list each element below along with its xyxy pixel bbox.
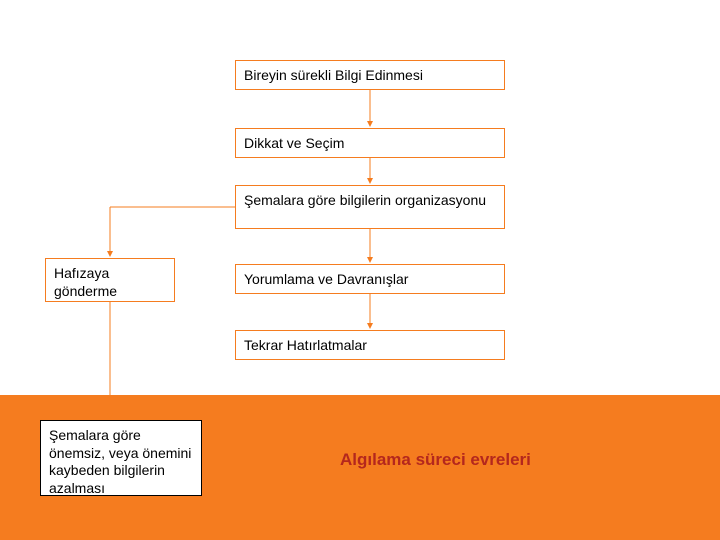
node-label: Bireyin sürekli Bilgi Edinmesi xyxy=(244,67,423,83)
diagram-caption: Algılama süreci evreleri xyxy=(340,450,531,470)
caption-text: Algılama süreci evreleri xyxy=(340,450,531,469)
node-label: Tekrar Hatırlatmalar xyxy=(244,337,367,353)
node-info-reduction: Şemalara göre önemsiz, veya önemini kayb… xyxy=(40,420,202,496)
node-send-to-memory: Hafızaya gönderme xyxy=(45,258,175,302)
node-schema-org: Şemalara göre bilgilerin organizasyonu xyxy=(235,185,505,229)
node-label: Şemalara göre bilgilerin organizasyonu xyxy=(244,192,486,208)
node-acquire-info: Bireyin sürekli Bilgi Edinmesi xyxy=(235,60,505,90)
node-label: Dikkat ve Seçim xyxy=(244,135,344,151)
node-attention-select: Dikkat ve Seçim xyxy=(235,128,505,158)
node-reminders: Tekrar Hatırlatmalar xyxy=(235,330,505,360)
node-label: Şemalara göre önemsiz, veya önemini kayb… xyxy=(49,427,191,496)
node-interpret-behavior: Yorumlama ve Davranışlar xyxy=(235,264,505,294)
node-label: Yorumlama ve Davranışlar xyxy=(244,271,408,287)
node-label: Hafızaya gönderme xyxy=(54,265,117,299)
